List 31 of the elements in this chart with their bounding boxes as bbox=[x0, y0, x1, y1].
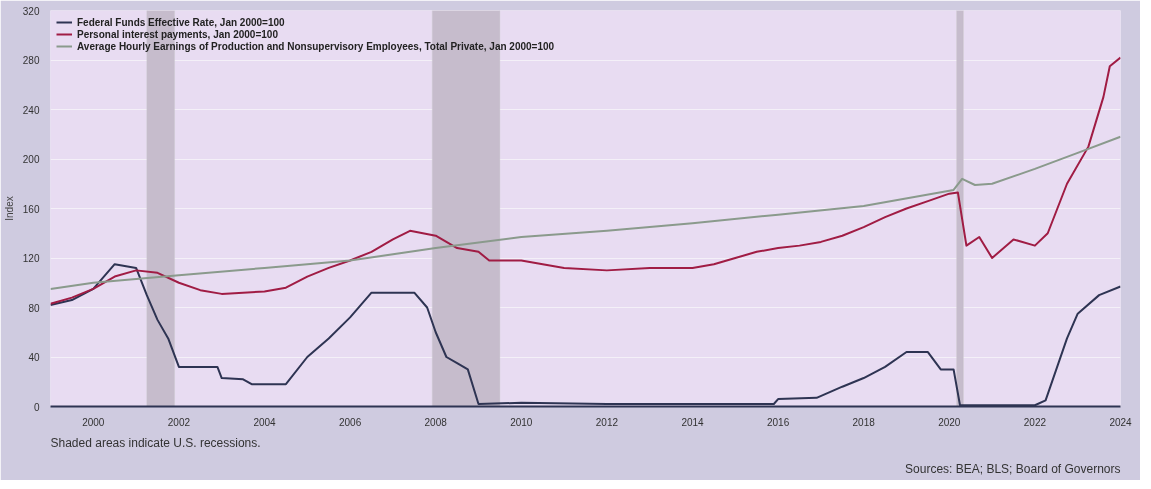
x-tick-label: 2024 bbox=[1109, 416, 1133, 428]
x-tick-label: 2018 bbox=[852, 416, 876, 428]
y-tick-label: 240 bbox=[22, 104, 40, 116]
y-tick-label: 120 bbox=[22, 253, 40, 264]
x-tick-label: 2012 bbox=[595, 416, 619, 428]
x-tick-label: 2016 bbox=[766, 416, 790, 428]
y-tick-label: 320 bbox=[22, 5, 40, 17]
line-series bbox=[50, 56, 1121, 305]
x-tick-label: 2020 bbox=[938, 416, 961, 428]
x-tick-label: 2004 bbox=[253, 416, 277, 428]
legend-label: Average Hourly Earnings of Production and Nonsupervisory Employees, Total Private, Jan 2000=100 bbox=[77, 40, 555, 52]
x-tick-label: 2022 bbox=[1023, 416, 1047, 428]
x-tick-label: 2014 bbox=[681, 416, 705, 428]
x-tick-label: 2002 bbox=[167, 416, 191, 428]
y-tick-label: 80 bbox=[28, 302, 40, 314]
legend-label: Personal interest payments, Jan 2000=100 bbox=[77, 28, 278, 40]
x-tick-label: 2008 bbox=[424, 416, 448, 428]
y-tick-label: 160 bbox=[22, 203, 40, 215]
y-tick-label: 0 bbox=[33, 401, 40, 413]
line-series bbox=[50, 135, 1121, 290]
x-tick-label: 2006 bbox=[338, 416, 362, 428]
x-tick-label: 2000 bbox=[82, 416, 105, 428]
y-tick-label: 40 bbox=[28, 352, 40, 363]
y-tick-label: 200 bbox=[22, 154, 40, 165]
x-tick-label: 2010 bbox=[510, 416, 533, 428]
source-note: Sources: BEA; BLS; Board of Governors bbox=[905, 461, 1121, 476]
text: Shaded areas indicate U.S. recessions. bbox=[50, 435, 261, 450]
legend-label: Federal Funds Effective Rate, Jan 2000=100 bbox=[77, 16, 285, 28]
y-tick-label: 280 bbox=[22, 55, 40, 66]
line-series bbox=[50, 263, 1121, 407]
y-axis-title: Index bbox=[3, 196, 15, 221]
